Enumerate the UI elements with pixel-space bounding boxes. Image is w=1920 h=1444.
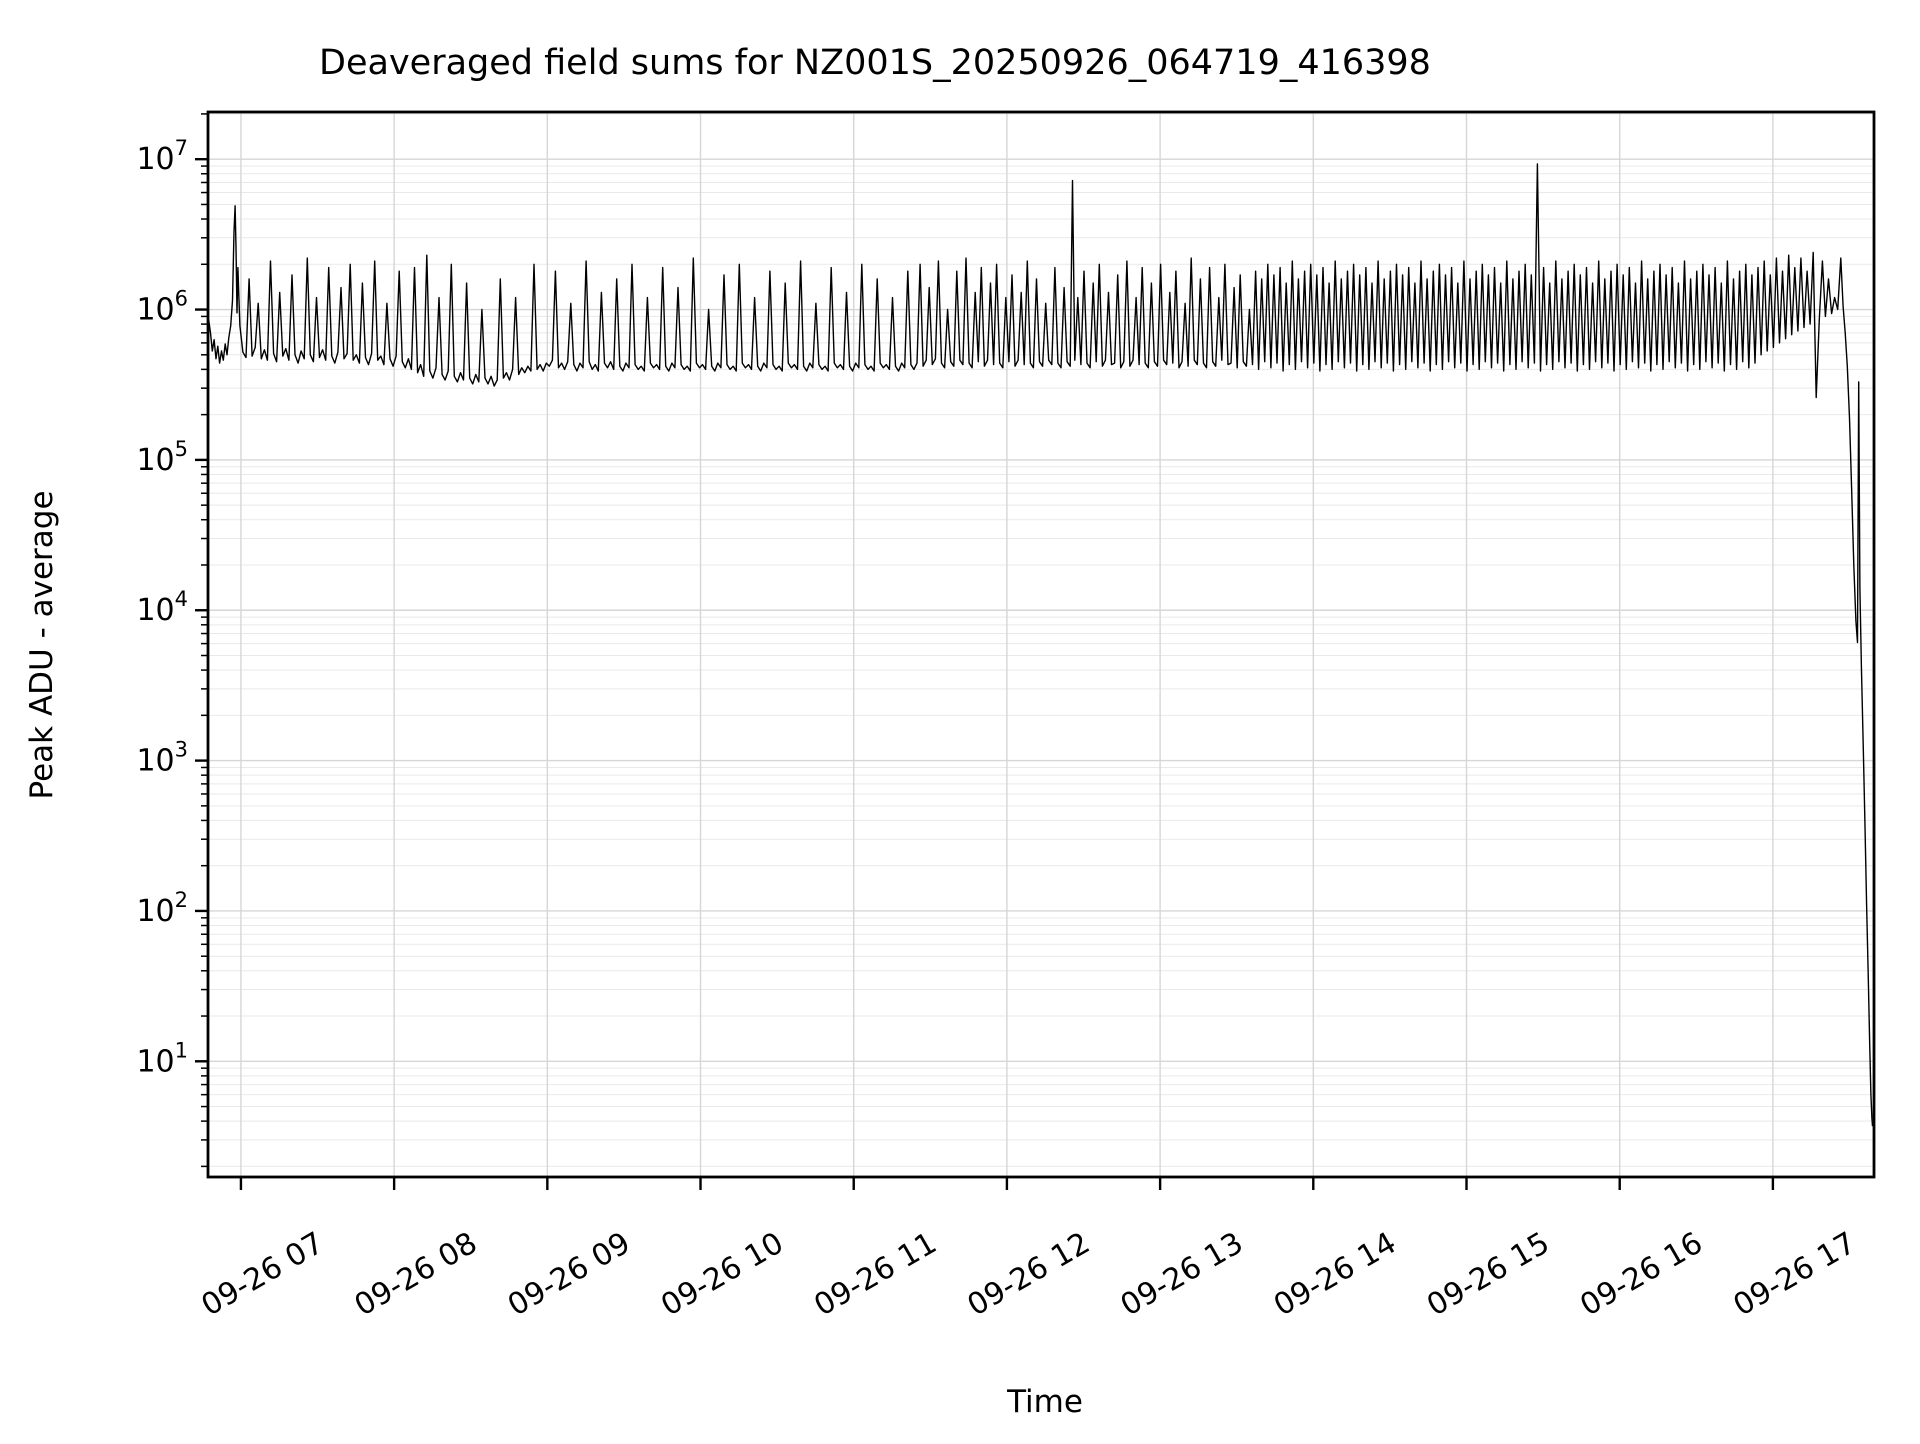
plot-border <box>206 110 1876 1179</box>
y-tick-label: 107 <box>136 136 188 177</box>
chart-title: Deaveraged field sums for NZ001S_2025092… <box>319 43 1431 83</box>
axis-ticks <box>195 113 1775 1190</box>
y-tick-label: 106 <box>136 287 188 328</box>
data-line <box>208 163 1874 1127</box>
data-series <box>208 163 1874 1127</box>
grid-lines <box>208 112 1874 1177</box>
y-axis-label: Peak ADU - average <box>24 490 60 799</box>
x-axis-label: Time <box>1006 1384 1083 1420</box>
